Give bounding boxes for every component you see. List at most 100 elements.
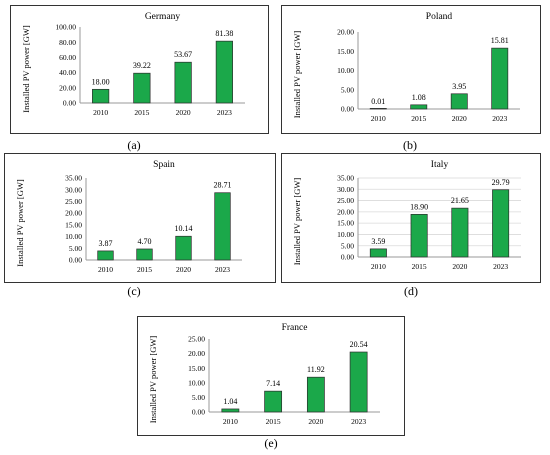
y-tick-label: 15.00: [188, 364, 205, 373]
y-tick-label: 30.00: [65, 185, 82, 194]
y-tick-label: 0.00: [63, 99, 76, 108]
bar-2015: [264, 390, 283, 413]
y-tick-label: 30.00: [337, 185, 354, 194]
y-tick-label: 0.00: [341, 253, 354, 262]
x-tick-label: 2020: [308, 417, 323, 426]
bar-2020: [451, 207, 469, 258]
bar-2015: [410, 213, 428, 258]
y-tick-label: 40.00: [59, 68, 76, 77]
x-tick-label: 2020: [452, 262, 467, 271]
data-label: 21.65: [451, 196, 469, 205]
x-tick-label: 2023: [493, 262, 508, 271]
bar-2010: [221, 408, 240, 413]
bar-2023: [215, 40, 233, 104]
data-label: 4.70: [138, 237, 152, 246]
y-tick-label: 5.00: [341, 85, 354, 94]
panel-caption: (d): [404, 284, 418, 298]
y-axis-label: Installed PV power [GW]: [292, 178, 302, 266]
bar-2020: [175, 235, 192, 261]
panel-caption: (b): [403, 138, 417, 152]
data-label: 0.01: [371, 97, 385, 106]
y-tick-label: 25.00: [65, 197, 82, 206]
x-tick-label: 2020: [176, 108, 191, 117]
y-tick-label: 20.00: [188, 349, 205, 358]
x-tick-label: 2020: [176, 265, 191, 274]
chart-title: Italy: [431, 160, 449, 170]
data-label: 10.14: [175, 224, 193, 233]
data-label: 18.00: [92, 77, 110, 86]
y-tick-label: 20.00: [59, 83, 76, 92]
y-axis-label: Installed PV power [GW]: [21, 25, 31, 113]
y-axis-label: Installed PV power [GW]: [148, 336, 158, 424]
y-tick-label: 10.00: [65, 232, 82, 241]
chart-title: Spain: [153, 160, 175, 170]
data-label: 29.79: [492, 178, 510, 187]
data-label: 53.67: [174, 50, 192, 59]
y-tick-label: 100.00: [55, 23, 76, 32]
y-tick-label: 15.00: [65, 220, 82, 229]
y-tick-label: 20.00: [337, 207, 354, 216]
data-label: 39.22: [133, 61, 151, 70]
y-tick-label: 35.00: [65, 174, 82, 183]
y-tick-label: 5.00: [341, 241, 354, 250]
chart-panel-italy: 0.00 5.00 10.00 15.00 20.00 25.00 30.00 35.00 3.…: [281, 153, 541, 283]
y-tick-label: 0.00: [341, 105, 354, 114]
y-tick-label: 60.00: [59, 53, 76, 62]
data-label: 28.71: [214, 181, 232, 190]
bar-2023: [214, 192, 231, 261]
bar-2023: [349, 351, 368, 413]
y-tick-label: 0.00: [192, 408, 205, 417]
chart-panel-spain: 0.00 5.00 10.00 15.00 20.00 25.00 30.00 35.00 3.…: [4, 153, 276, 283]
bar-2020: [450, 93, 468, 110]
y-tick-label: 15.00: [337, 47, 354, 56]
x-tick-label: 2020: [452, 114, 467, 123]
x-tick-label: 2010: [371, 114, 386, 123]
data-label: 3.95: [452, 82, 466, 91]
data-label: 1.04: [223, 397, 237, 406]
panel-frame: [4, 153, 276, 283]
bar-2020: [306, 376, 325, 413]
y-tick-label: 10.00: [337, 66, 354, 75]
x-tick-label: 2015: [134, 108, 149, 117]
x-tick-label: 2015: [266, 417, 281, 426]
y-tick-label: 20.00: [65, 209, 82, 218]
x-tick-label: 2010: [98, 265, 113, 274]
bar-2010: [97, 250, 114, 261]
bar-2015: [133, 72, 151, 104]
bar-2010: [369, 248, 387, 258]
x-tick-label: 2023: [215, 265, 230, 274]
panel-caption: (e): [264, 436, 277, 450]
bar-2010: [92, 88, 110, 104]
y-tick-label: 20.00: [337, 28, 354, 37]
y-tick-label: 5.00: [69, 244, 82, 253]
y-axis-label: Installed PV power [GW]: [292, 31, 302, 119]
x-tick-label: 2010: [93, 108, 108, 117]
y-tick-label: 80.00: [59, 38, 76, 47]
data-label: 15.81: [491, 36, 509, 45]
x-tick-label: 2010: [223, 417, 238, 426]
chart-title: France: [282, 323, 308, 333]
x-tick-label: 2015: [137, 265, 152, 274]
panel-caption: (c): [127, 284, 140, 298]
y-tick-label: 35.00: [337, 174, 354, 183]
data-label: 3.59: [371, 237, 385, 246]
chart-title: Germany: [145, 12, 181, 22]
bar-2023: [492, 189, 510, 258]
x-tick-label: 2015: [411, 114, 426, 123]
bar-2023: [491, 47, 509, 110]
data-label: 18.90: [410, 202, 428, 211]
chart-title: Poland: [426, 12, 453, 22]
chart-panel-poland: 0.00 5.00 10.00 15.00 20.00 0.01 2010 1.08 2015 3…: [281, 5, 541, 134]
panel-caption: (a): [127, 138, 140, 152]
data-label: 81.38: [215, 29, 233, 38]
y-tick-label: 0.00: [69, 256, 82, 265]
data-label: 1.08: [412, 93, 426, 102]
x-tick-label: 2015: [412, 262, 427, 271]
x-tick-label: 2023: [351, 417, 366, 426]
x-tick-label: 2023: [492, 114, 507, 123]
bar-2020: [174, 61, 192, 104]
data-label: 11.92: [307, 365, 325, 374]
y-axis-label: Installed PV power [GW]: [15, 179, 25, 267]
y-tick-label: 15.00: [337, 219, 354, 228]
